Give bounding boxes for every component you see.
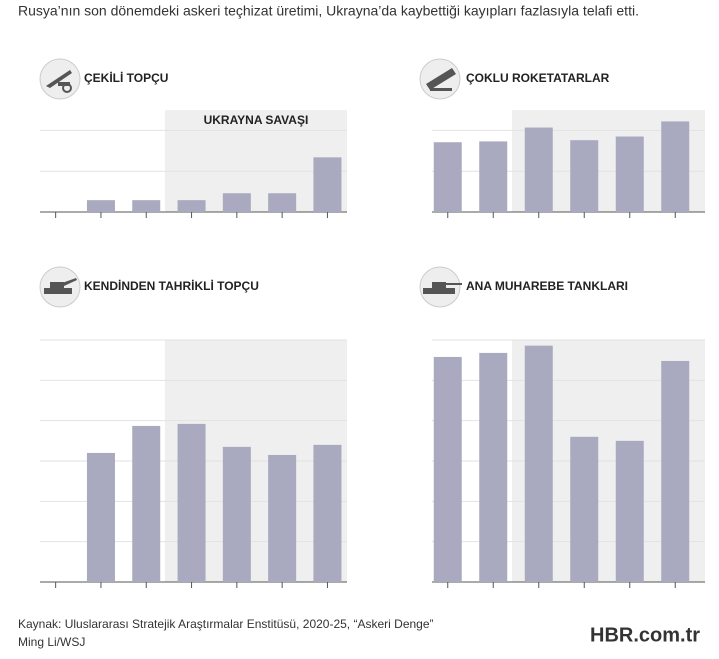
bar [222, 446, 251, 582]
chart-title: ÇEKİLİ TOPÇU [84, 70, 168, 85]
bar [177, 423, 206, 582]
bar [524, 345, 553, 582]
bar [222, 193, 251, 212]
bar [570, 140, 599, 212]
icon-rocket [426, 68, 456, 91]
chart-title: KENDİNDEN TAHRİKLİ TOPÇU [84, 278, 259, 293]
bar [433, 142, 462, 212]
chart-title: ANA MUHAREBE TANKLARI [466, 279, 628, 293]
bar [313, 157, 342, 212]
annotation: UKRAYNA SAVAŞI [204, 113, 309, 127]
bar [615, 136, 644, 212]
bar [132, 200, 161, 212]
page-title: Rusya’nın son dönemdeki askeri teçhizat … [18, 3, 639, 19]
bar [479, 352, 508, 582]
icon-sp-artillery [44, 278, 77, 294]
bar [132, 425, 161, 582]
bar [479, 141, 508, 212]
bar [661, 360, 690, 582]
bar [268, 454, 297, 582]
icon-tank [423, 282, 462, 294]
bar [433, 356, 462, 582]
bar [86, 200, 115, 212]
watermark: HBR.com.tr [590, 624, 700, 646]
bar [615, 440, 644, 582]
bar [570, 436, 599, 582]
icons [39, 58, 462, 308]
bar [313, 444, 342, 582]
icon-wheel [62, 83, 72, 93]
bar [86, 452, 115, 582]
chart-title: ÇOKLU ROKETATARLAR [466, 71, 610, 85]
source: Kaynak: Uluslararası Stratejik Araştırma… [18, 617, 434, 631]
bar [268, 193, 297, 212]
credit: Ming Li/WSJ [18, 635, 85, 649]
bar [524, 127, 553, 212]
bar [661, 121, 690, 212]
bar [177, 200, 206, 212]
